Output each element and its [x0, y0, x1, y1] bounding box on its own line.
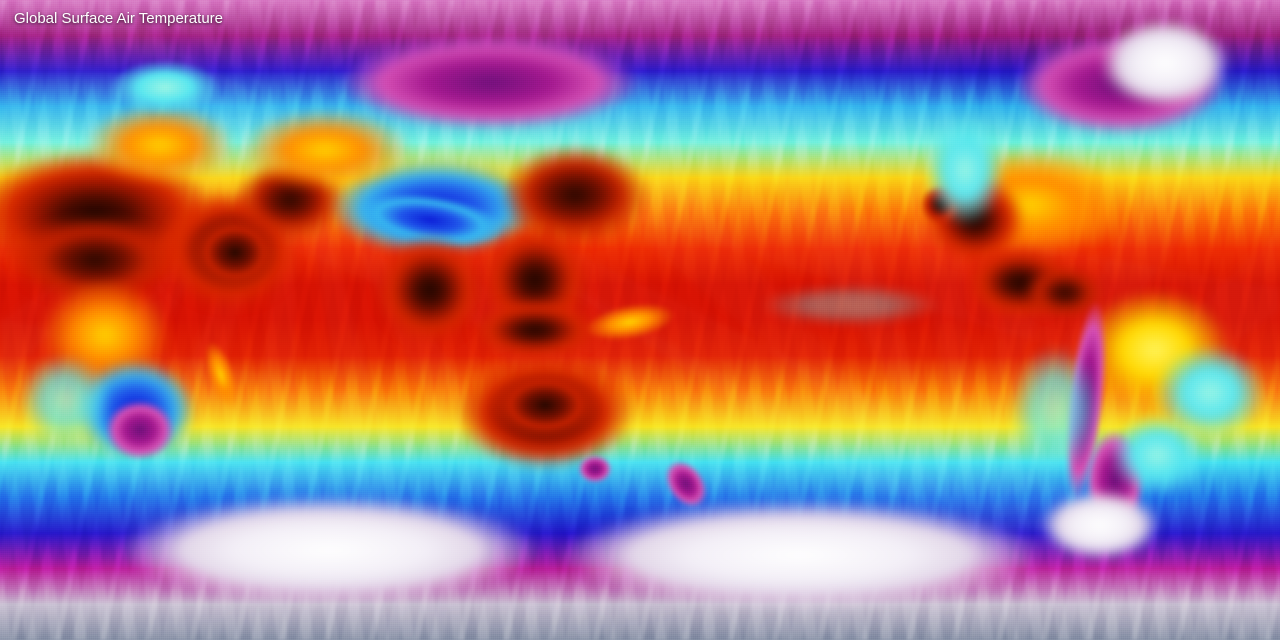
land-siberia	[340, 35, 640, 130]
land-antarctica-west	[120, 495, 540, 605]
land-antarctica-east	[560, 500, 1040, 610]
land-china	[500, 145, 650, 245]
land-indonesia	[470, 300, 600, 360]
ocean-equatorial-pacific-cold-tongue	[760, 285, 940, 325]
ocean-benguela-upwelling	[20, 355, 110, 445]
land-central-asia	[240, 110, 410, 190]
land-pampas	[1110, 415, 1205, 495]
land-scandinavia	[110, 60, 220, 115]
page-title: Global Surface Air Temperature	[14, 10, 223, 27]
land-tasmania	[578, 455, 612, 483]
land-india	[375, 235, 485, 345]
land-drakensberg	[105, 400, 175, 460]
land-australia-outback	[490, 370, 600, 440]
land-greenland	[1100, 18, 1230, 108]
ocean-humboldt-upwelling	[1010, 345, 1100, 475]
land-antarctic-peninsula	[1040, 490, 1160, 560]
land-europe	[85, 105, 235, 185]
land-rockies	[925, 115, 1005, 225]
